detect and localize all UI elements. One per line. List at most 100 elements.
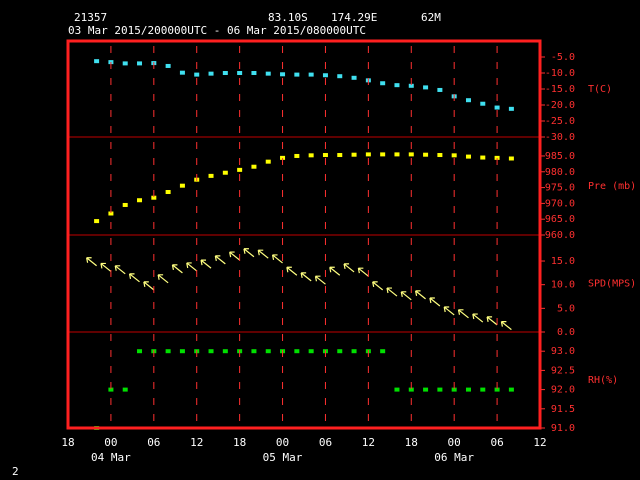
longitude: 174.29E bbox=[331, 11, 377, 24]
x-tick-label: 12 bbox=[190, 436, 203, 449]
data-point bbox=[94, 219, 100, 224]
data-point bbox=[222, 170, 228, 175]
wind-arrow bbox=[243, 248, 255, 258]
data-point bbox=[322, 73, 328, 78]
data-point bbox=[394, 83, 400, 88]
wind-arrow bbox=[500, 321, 512, 331]
wind-arrow bbox=[128, 273, 140, 283]
y-tick-label: 15.0 bbox=[551, 256, 575, 267]
y-tick-label: 0.0 bbox=[557, 327, 575, 338]
y-axis-label: T(C) bbox=[588, 84, 612, 95]
data-point bbox=[380, 349, 386, 354]
wind-arrow bbox=[386, 287, 398, 297]
y-tick-label: -20.0 bbox=[545, 100, 575, 111]
data-point bbox=[165, 63, 171, 68]
wind-arrow bbox=[271, 254, 283, 264]
data-point bbox=[108, 211, 114, 216]
data-point bbox=[308, 349, 314, 354]
wind-arrow bbox=[214, 255, 226, 265]
data-point bbox=[480, 101, 486, 106]
y-tick-label: -30.0 bbox=[545, 132, 575, 143]
y-tick-label: 970.0 bbox=[545, 198, 575, 209]
y-tick-label: 92.0 bbox=[551, 385, 575, 396]
wind-arrow bbox=[157, 274, 169, 284]
data-point bbox=[94, 59, 100, 64]
data-point bbox=[165, 190, 171, 195]
data-point bbox=[423, 152, 429, 157]
data-point bbox=[508, 106, 514, 111]
y-tick-label: -15.0 bbox=[545, 84, 575, 95]
data-point bbox=[465, 98, 471, 103]
data-point bbox=[294, 72, 300, 77]
data-point bbox=[165, 349, 171, 354]
x-tick-label: 12 bbox=[533, 436, 546, 449]
y-tick-label: 93.0 bbox=[551, 346, 575, 357]
data-point bbox=[251, 349, 257, 354]
data-point bbox=[351, 152, 357, 157]
data-point bbox=[480, 155, 486, 160]
wind-arrow bbox=[300, 272, 312, 282]
x-tick-label: 06 bbox=[147, 436, 160, 449]
wind-arrow bbox=[414, 290, 426, 300]
data-point bbox=[194, 72, 200, 77]
wind-arrow bbox=[429, 297, 441, 307]
data-point bbox=[380, 81, 386, 86]
wind-arrow bbox=[443, 306, 455, 316]
wind-arrow bbox=[472, 313, 484, 323]
wind-arrow bbox=[286, 266, 298, 276]
data-point bbox=[380, 152, 386, 157]
data-point bbox=[494, 387, 500, 392]
data-point bbox=[408, 83, 414, 88]
page-number: 2 bbox=[12, 465, 19, 478]
y-tick-label: 91.0 bbox=[551, 423, 575, 434]
y-tick-label: 91.5 bbox=[551, 404, 575, 415]
data-point bbox=[465, 154, 471, 159]
data-point bbox=[408, 152, 414, 157]
data-point bbox=[423, 85, 429, 90]
wind-arrow bbox=[400, 291, 412, 301]
x-tick-label: 18 bbox=[405, 436, 418, 449]
data-point bbox=[280, 72, 286, 77]
y-tick-label: 985.0 bbox=[545, 151, 575, 162]
x-tick-label: 12 bbox=[362, 436, 375, 449]
wind-arrow bbox=[357, 267, 369, 277]
data-point bbox=[122, 202, 128, 207]
wind-arrow bbox=[257, 249, 269, 259]
y-tick-label: 980.0 bbox=[545, 167, 575, 178]
x-tick-label: 00 bbox=[104, 436, 117, 449]
wind-arrow bbox=[100, 262, 112, 272]
y-tick-label: 5.0 bbox=[557, 303, 575, 314]
y-tick-label: -25.0 bbox=[545, 116, 575, 127]
data-point bbox=[208, 71, 214, 76]
data-point bbox=[265, 159, 271, 164]
x-tick-label: 00 bbox=[448, 436, 461, 449]
wind-arrow bbox=[229, 251, 241, 261]
data-point bbox=[108, 387, 114, 392]
wind-arrow bbox=[372, 281, 384, 291]
data-point bbox=[222, 71, 228, 75]
data-point bbox=[294, 153, 300, 158]
wind-arrow bbox=[314, 275, 326, 285]
data-point bbox=[494, 105, 500, 110]
data-point bbox=[351, 75, 357, 80]
date-label: 05 Mar bbox=[263, 451, 303, 464]
data-point bbox=[237, 167, 243, 172]
data-point bbox=[451, 387, 457, 392]
wind-arrow bbox=[171, 264, 183, 274]
data-point bbox=[137, 198, 143, 203]
y-axis-label: RH(%) bbox=[588, 375, 618, 386]
data-point bbox=[265, 71, 271, 76]
data-point bbox=[294, 349, 300, 354]
data-point bbox=[337, 74, 343, 79]
plot-frame bbox=[66, 39, 542, 430]
data-point bbox=[308, 153, 314, 158]
data-point bbox=[265, 349, 271, 354]
y-axis-label: SPD(MPS) bbox=[588, 279, 636, 290]
wind-arrow bbox=[457, 309, 469, 319]
data-point bbox=[365, 152, 371, 157]
data-point bbox=[308, 72, 314, 77]
data-point bbox=[222, 349, 228, 354]
data-point bbox=[337, 153, 343, 158]
